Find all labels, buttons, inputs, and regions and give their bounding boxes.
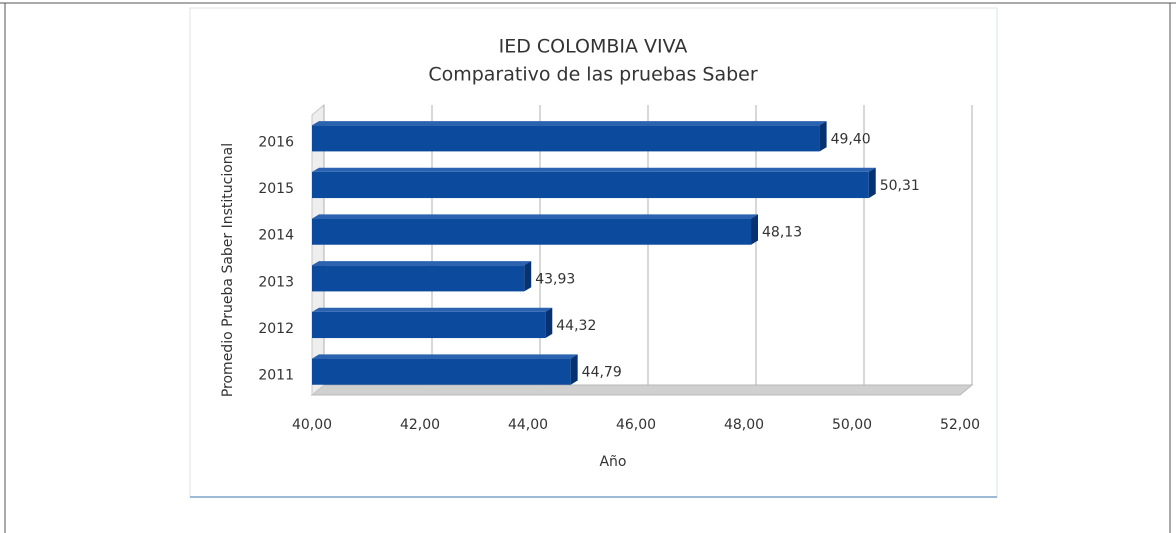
value-label: 44,32 [556,318,596,334]
bar-side [524,261,532,292]
bar-side [545,307,553,339]
y-axis-label: Promedio Prueba Saber Institucional [220,143,236,397]
y-tick-label: 2011 [258,368,294,384]
value-label: 50,31 [880,178,920,194]
y-tick-label: 2012 [258,321,294,337]
value-label: 49,40 [831,131,871,147]
chart-subtitle: Comparativo de las pruebas Saber [428,64,758,86]
bar-side [751,214,759,245]
y-tick-label: 2014 [258,228,294,244]
y-tick-label: 2016 [258,134,294,150]
y-tick-label: 2013 [258,274,294,290]
bar [312,358,571,385]
bar-side [868,167,876,199]
bar-top [312,167,876,172]
value-label: 43,93 [535,271,575,287]
bar [312,125,820,152]
x-tick-label: 40,00 [292,417,332,433]
bar [312,265,525,292]
bar [312,218,752,245]
y-tick-label: 2015 [258,181,294,197]
x-axis-label: Año [599,454,626,470]
bar-side [570,354,578,385]
x-tick-label: 46,00 [616,417,656,433]
bar [312,171,869,199]
bar-top [312,121,827,126]
bar-top [312,307,553,312]
x-tick-label: 44,00 [508,417,548,433]
x-tick-label: 52,00 [940,417,980,433]
value-label: 48,13 [762,225,802,241]
bar-top [312,214,759,219]
x-tick-label: 42,00 [400,417,440,433]
floor [310,384,974,396]
value-label: 44,79 [582,365,622,381]
bar-top [312,261,532,266]
bar-top [312,354,578,359]
x-tick-label: 48,00 [724,417,764,433]
bar-side [819,121,827,152]
chart-title: IED COLOMBIA VIVA [499,36,688,58]
bar [312,311,546,339]
x-tick-label: 50,00 [832,417,872,433]
